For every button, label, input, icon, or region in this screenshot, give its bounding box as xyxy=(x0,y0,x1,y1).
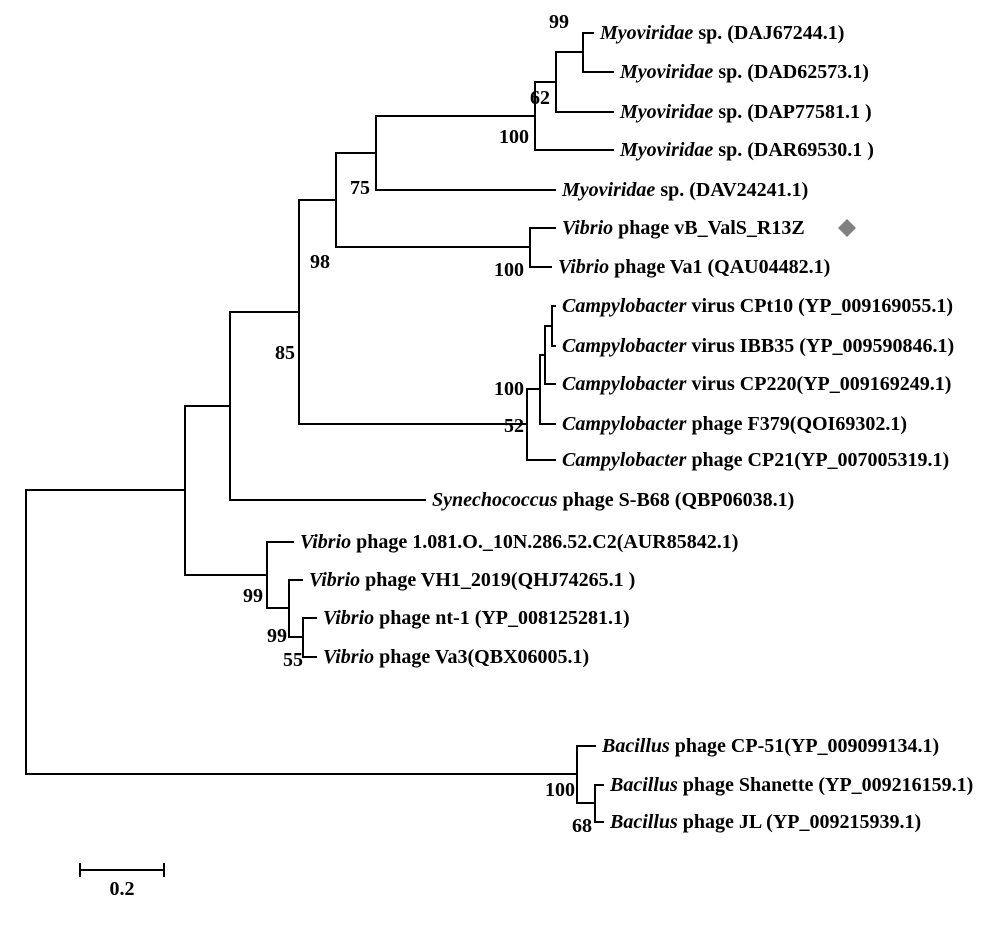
taxon-label: Myoviridae sp. (DAP77581.1 ) xyxy=(619,101,872,123)
taxon-label: Myoviridae sp. (DAD62573.1) xyxy=(619,61,869,83)
bootstrap-value: 52 xyxy=(504,415,524,437)
taxon-label: Synechococcus phage S-B68 (QBP06038.1) xyxy=(432,489,794,511)
taxon-label: Campylobacter virus IBB35 (YP_009590846.… xyxy=(562,335,954,357)
bootstrap-value: 100 xyxy=(494,378,524,400)
taxon-label: Vibrio phage 1.081.O._10N.286.52.C2(AUR8… xyxy=(300,531,738,553)
taxon-label: Vibrio phage Va1 (QAU04482.1) xyxy=(558,256,830,278)
taxon-label: Bacillus phage JL (YP_009215939.1) xyxy=(609,811,921,833)
bootstrap-value: 62 xyxy=(530,87,550,109)
taxon-label: Campylobacter phage CP21(YP_007005319.1) xyxy=(562,449,949,471)
taxon-label: Vibrio phage VH1_2019(QHJ74265.1 ) xyxy=(309,569,635,591)
taxon-label: Bacillus phage CP-51(YP_009099134.1) xyxy=(601,735,939,757)
taxon-label: Myoviridae sp. (DAJ67244.1) xyxy=(599,22,844,44)
bootstrap-value: 100 xyxy=(494,259,524,281)
highlight-marker-diamond xyxy=(838,219,856,237)
taxon-label: Campylobacter phage F379(QOI69302.1) xyxy=(562,413,907,435)
scalebar-label: 0.2 xyxy=(110,878,135,900)
bootstrap-value: 99 xyxy=(549,11,569,33)
bootstrap-value: 98 xyxy=(310,251,330,273)
taxon-label: Myoviridae sp. (DAV24241.1) xyxy=(561,179,808,201)
bootstrap-value: 100 xyxy=(499,126,529,148)
bootstrap-value: 100 xyxy=(545,779,575,801)
bootstrap-value: 99 xyxy=(267,625,287,647)
taxon-label: Campylobacter virus CP220(YP_009169249.1… xyxy=(562,373,951,395)
bootstrap-value: 55 xyxy=(283,649,303,671)
taxon-label: Bacillus phage Shanette (YP_009216159.1) xyxy=(609,774,973,796)
bootstrap-value: 99 xyxy=(243,585,263,607)
taxon-label: Vibrio phage nt-1 (YP_008125281.1) xyxy=(323,607,630,629)
bootstrap-value: 85 xyxy=(275,342,295,364)
phylogenetic-tree: Myoviridae sp. (DAJ67244.1) Myoviridae sp… xyxy=(0,0,1000,926)
taxon-label: Vibrio phage Va3(QBX06005.1) xyxy=(323,646,589,668)
taxon-label: Myoviridae sp. (DAR69530.1 ) xyxy=(619,139,874,161)
bootstrap-value: 75 xyxy=(350,177,370,199)
taxon-label: Vibrio phage vB_ValS_R13Z xyxy=(562,217,805,239)
taxon-label: Campylobacter virus CPt10 (YP_009169055.… xyxy=(562,295,953,317)
bootstrap-value: 68 xyxy=(572,815,592,837)
